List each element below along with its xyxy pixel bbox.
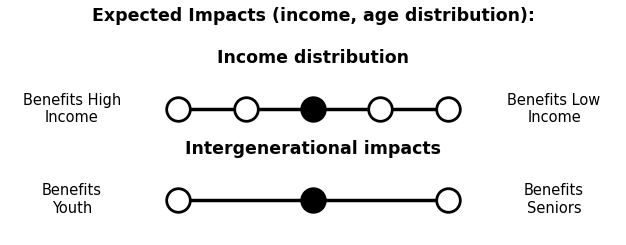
Point [173,107,183,111]
Text: Benefits
Youth: Benefits Youth [42,184,102,216]
Point [240,107,250,111]
Point [443,107,453,111]
Text: Benefits Low
Income: Benefits Low Income [508,93,600,125]
Point [375,107,385,111]
Point [308,198,318,202]
Point [173,198,183,202]
Text: Benefits High
Income: Benefits High Income [23,93,121,125]
Text: Income distribution: Income distribution [217,49,409,67]
Text: Benefits
Seniors: Benefits Seniors [524,184,584,216]
Point [308,107,318,111]
Text: Expected Impacts (income, age distribution):: Expected Impacts (income, age distributi… [91,7,535,25]
Text: Intergenerational impacts: Intergenerational impacts [185,140,441,158]
Point [443,198,453,202]
